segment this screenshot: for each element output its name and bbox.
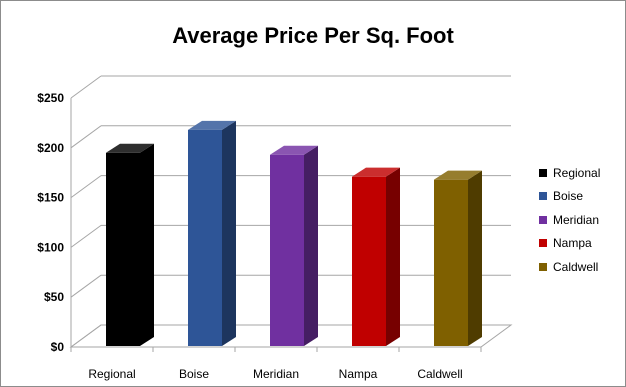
legend-item: Regional	[539, 161, 600, 185]
bar-nampa	[352, 176, 386, 346]
legend-label: Regional	[553, 165, 601, 180]
bar-top	[434, 170, 482, 180]
y-tick-label: $0	[51, 340, 65, 354]
legend-label: Caldwell	[553, 259, 599, 274]
bar-top	[352, 167, 400, 177]
bar-regional	[106, 152, 140, 346]
bar-meridian	[270, 154, 304, 346]
gridline-diagonal	[70, 125, 102, 149]
legend-swatch	[539, 262, 547, 271]
bar-side	[304, 145, 318, 346]
legend-swatch	[539, 192, 547, 201]
gridline-diagonal	[70, 224, 102, 248]
legend-label: Meridian	[553, 212, 600, 227]
y-tick-label: $100	[37, 240, 64, 254]
x-tick-label: Caldwell	[417, 367, 462, 381]
x-tick-label: Boise	[179, 367, 209, 381]
y-tick-label: $200	[37, 141, 64, 155]
x-tick-label: Nampa	[339, 367, 378, 381]
y-tick-label: $150	[37, 191, 64, 205]
bar-side	[140, 143, 154, 346]
legend: Regional Boise Meridian Nampa Caldwell	[539, 161, 600, 279]
gridline-diagonal	[70, 274, 102, 298]
bar-top	[270, 145, 318, 155]
legend-label: Nampa	[553, 236, 592, 251]
bar-side	[222, 120, 236, 346]
legend-item: Meridian	[539, 208, 600, 232]
legend-swatch	[539, 239, 547, 248]
legend-item: Nampa	[539, 232, 600, 256]
gridline-diagonal	[70, 175, 102, 199]
x-tick-label: Regional	[88, 367, 135, 381]
bar-caldwell	[434, 179, 468, 346]
legend-swatch	[539, 215, 547, 224]
bar-top	[106, 143, 154, 153]
y-tick-label: $50	[44, 290, 64, 304]
legend-label: Boise	[553, 189, 584, 204]
y-tick-label: $250	[37, 91, 64, 105]
gridline-diagonal	[70, 324, 102, 348]
x-tick-label: Meridian	[253, 367, 299, 381]
legend-item: Boise	[539, 185, 600, 209]
bar-top	[188, 120, 236, 130]
legend-swatch	[539, 168, 547, 177]
gridline-diagonal	[70, 75, 102, 99]
chart-title: Average Price Per Sq. Foot	[172, 23, 454, 48]
bar-boise	[188, 129, 222, 346]
bar-side	[386, 167, 400, 346]
legend-item: Caldwell	[539, 255, 600, 279]
bar-side	[468, 170, 482, 346]
